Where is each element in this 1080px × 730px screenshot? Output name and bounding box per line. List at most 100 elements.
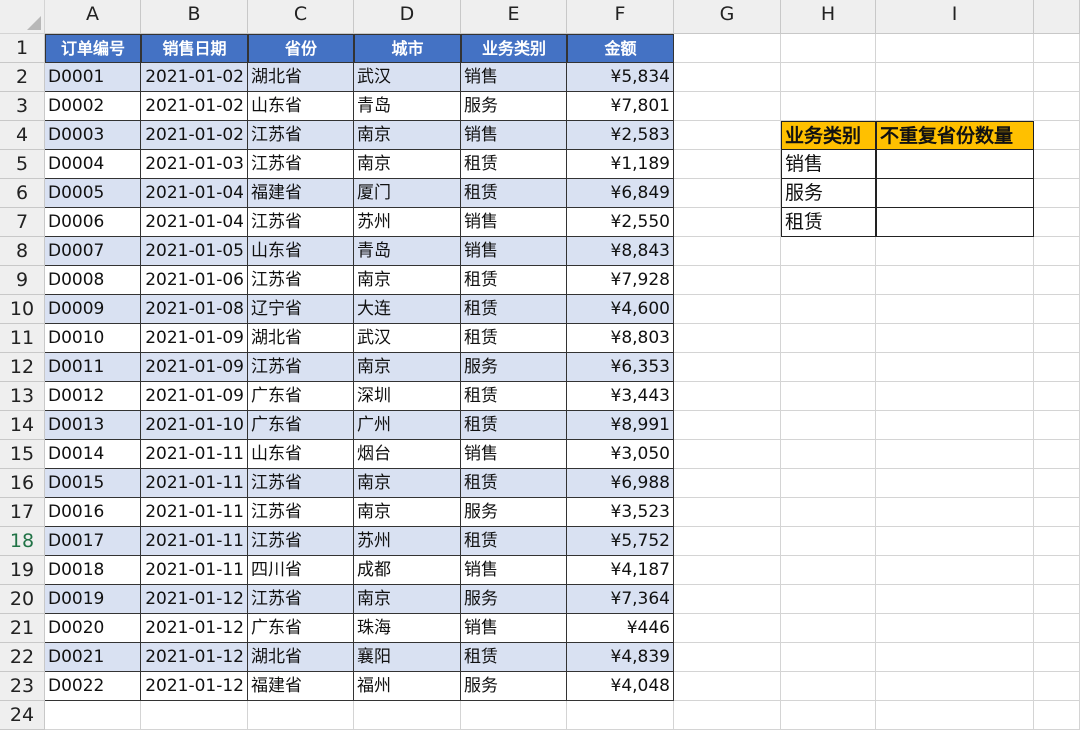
table-cell[interactable]: ¥3,443: [567, 382, 674, 411]
table-cell[interactable]: ¥7,928: [567, 266, 674, 295]
table-cell[interactable]: 湖北省: [248, 63, 354, 92]
empty-cell[interactable]: [1034, 208, 1080, 237]
empty-cell[interactable]: [781, 643, 876, 672]
table-cell[interactable]: 福州: [354, 672, 461, 701]
row-header[interactable]: 9: [0, 266, 45, 295]
table-cell[interactable]: 租赁: [461, 150, 567, 179]
table-cell[interactable]: 大连: [354, 295, 461, 324]
table-cell[interactable]: 武汉: [354, 63, 461, 92]
empty-cell[interactable]: [674, 527, 781, 556]
table-cell[interactable]: 江苏省: [248, 353, 354, 382]
table-cell[interactable]: 深圳: [354, 382, 461, 411]
row-header[interactable]: 4: [0, 121, 45, 150]
table-cell[interactable]: 江苏省: [248, 121, 354, 150]
row-header[interactable]: 3: [0, 92, 45, 121]
empty-cell[interactable]: [1034, 672, 1080, 701]
row-header[interactable]: 14: [0, 411, 45, 440]
empty-cell[interactable]: [1034, 382, 1080, 411]
summary-cell[interactable]: [876, 179, 1034, 208]
row-header[interactable]: 12: [0, 353, 45, 382]
row-header[interactable]: 17: [0, 498, 45, 527]
table-cell[interactable]: 武汉: [354, 324, 461, 353]
empty-cell[interactable]: [781, 556, 876, 585]
table-cell[interactable]: 江苏省: [248, 469, 354, 498]
empty-cell[interactable]: [674, 556, 781, 585]
table-cell[interactable]: 租赁: [461, 266, 567, 295]
empty-cell[interactable]: [674, 469, 781, 498]
table-header-cell[interactable]: 金额: [567, 34, 674, 63]
column-header[interactable]: H: [781, 0, 876, 34]
empty-cell[interactable]: [781, 498, 876, 527]
row-header[interactable]: 18: [0, 527, 45, 556]
table-cell[interactable]: 湖北省: [248, 324, 354, 353]
table-cell[interactable]: 服务: [461, 498, 567, 527]
empty-cell[interactable]: [781, 614, 876, 643]
table-cell[interactable]: D0022: [45, 672, 141, 701]
table-cell[interactable]: D0002: [45, 92, 141, 121]
empty-cell[interactable]: [1034, 527, 1080, 556]
empty-cell[interactable]: [876, 469, 1034, 498]
table-cell[interactable]: 2021-01-11: [141, 527, 248, 556]
empty-cell[interactable]: [781, 324, 876, 353]
empty-cell[interactable]: [1034, 324, 1080, 353]
table-cell[interactable]: 苏州: [354, 527, 461, 556]
empty-cell[interactable]: [248, 701, 354, 730]
table-cell[interactable]: ¥446: [567, 614, 674, 643]
row-header[interactable]: 5: [0, 150, 45, 179]
empty-cell[interactable]: [1034, 34, 1080, 63]
table-cell[interactable]: 2021-01-12: [141, 614, 248, 643]
table-header-cell[interactable]: 销售日期: [141, 34, 248, 63]
table-cell[interactable]: 江苏省: [248, 150, 354, 179]
row-header[interactable]: 2: [0, 63, 45, 92]
table-cell[interactable]: 辽宁省: [248, 295, 354, 324]
empty-cell[interactable]: [674, 266, 781, 295]
table-cell[interactable]: 南京: [354, 121, 461, 150]
empty-cell[interactable]: [674, 498, 781, 527]
row-header[interactable]: 10: [0, 295, 45, 324]
empty-cell[interactable]: [876, 237, 1034, 266]
table-cell[interactable]: 江苏省: [248, 585, 354, 614]
table-cell[interactable]: 广东省: [248, 411, 354, 440]
table-cell[interactable]: 福建省: [248, 672, 354, 701]
table-cell[interactable]: 2021-01-09: [141, 382, 248, 411]
table-cell[interactable]: ¥3,523: [567, 498, 674, 527]
empty-cell[interactable]: [781, 63, 876, 92]
table-cell[interactable]: 江苏省: [248, 208, 354, 237]
empty-cell[interactable]: [876, 353, 1034, 382]
empty-cell[interactable]: [674, 237, 781, 266]
table-header-cell[interactable]: 订单编号: [45, 34, 141, 63]
row-header[interactable]: 13: [0, 382, 45, 411]
empty-cell[interactable]: [674, 701, 781, 730]
table-cell[interactable]: 销售: [461, 440, 567, 469]
empty-cell[interactable]: [1034, 585, 1080, 614]
empty-cell[interactable]: [1034, 266, 1080, 295]
table-cell[interactable]: 2021-01-11: [141, 440, 248, 469]
summary-cell[interactable]: [876, 208, 1034, 237]
table-header-cell[interactable]: 省份: [248, 34, 354, 63]
table-cell[interactable]: 福建省: [248, 179, 354, 208]
table-cell[interactable]: 销售: [461, 237, 567, 266]
empty-cell[interactable]: [141, 701, 248, 730]
table-cell[interactable]: 服务: [461, 585, 567, 614]
empty-cell[interactable]: [674, 63, 781, 92]
table-cell[interactable]: 烟台: [354, 440, 461, 469]
table-cell[interactable]: 南京: [354, 353, 461, 382]
table-cell[interactable]: D0012: [45, 382, 141, 411]
empty-cell[interactable]: [781, 672, 876, 701]
empty-cell[interactable]: [876, 498, 1034, 527]
table-cell[interactable]: 苏州: [354, 208, 461, 237]
table-cell[interactable]: 2021-01-03: [141, 150, 248, 179]
table-cell[interactable]: 2021-01-09: [141, 353, 248, 382]
table-cell[interactable]: 销售: [461, 556, 567, 585]
table-cell[interactable]: ¥4,600: [567, 295, 674, 324]
table-cell[interactable]: 服务: [461, 672, 567, 701]
table-cell[interactable]: D0009: [45, 295, 141, 324]
table-cell[interactable]: 2021-01-02: [141, 63, 248, 92]
empty-cell[interactable]: [1034, 237, 1080, 266]
empty-cell[interactable]: [674, 411, 781, 440]
table-cell[interactable]: 租赁: [461, 295, 567, 324]
empty-cell[interactable]: [1034, 121, 1080, 150]
column-header[interactable]: G: [674, 0, 781, 34]
table-cell[interactable]: 2021-01-06: [141, 266, 248, 295]
table-cell[interactable]: 2021-01-02: [141, 121, 248, 150]
